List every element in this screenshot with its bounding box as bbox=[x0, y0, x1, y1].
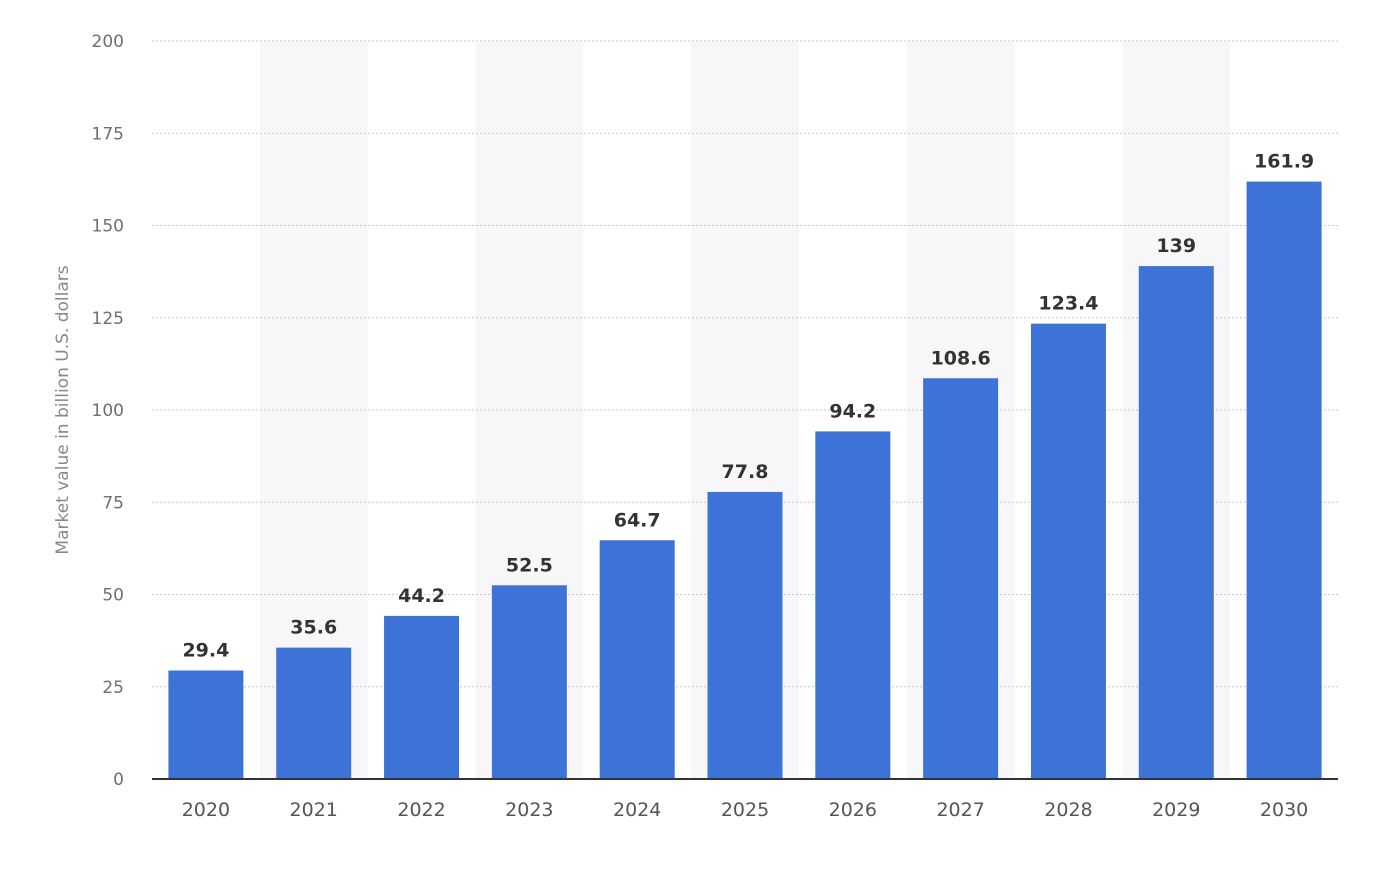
x-axis-ticks: 2020 2021 2022 2023 2024 2025 2026 2027 2028 2029… bbox=[182, 799, 1309, 821]
data-labels: 29.4 35.6 44.2 52.5 64.7 77.8 94.2 108.6 123.4 13… bbox=[182, 151, 1314, 662]
data-label: 108.6 bbox=[931, 347, 991, 369]
x-tick-label: 2026 bbox=[829, 799, 877, 821]
data-label: 77.8 bbox=[722, 461, 769, 483]
data-label: 64.7 bbox=[614, 509, 661, 531]
y-tick-label: 200 bbox=[92, 32, 124, 52]
data-label: 161.9 bbox=[1254, 151, 1314, 173]
bar[interactable] bbox=[1030, 323, 1106, 779]
bar[interactable] bbox=[168, 670, 244, 779]
x-tick-label: 2027 bbox=[936, 799, 984, 821]
bar[interactable] bbox=[1138, 266, 1214, 780]
data-label: 52.5 bbox=[506, 554, 553, 576]
bars bbox=[168, 181, 1322, 780]
x-tick-label: 2030 bbox=[1260, 799, 1308, 821]
x-tick-label: 2025 bbox=[721, 799, 769, 821]
x-tick-label: 2024 bbox=[613, 799, 661, 821]
y-tick-label: 175 bbox=[92, 124, 124, 144]
bar[interactable] bbox=[707, 491, 783, 779]
data-label: 29.4 bbox=[182, 640, 229, 662]
y-axis-title: Market value in billion U.S. dollars bbox=[53, 265, 73, 554]
y-tick-label: 100 bbox=[92, 401, 124, 421]
y-tick-label: 75 bbox=[102, 493, 124, 513]
bar[interactable] bbox=[815, 431, 891, 779]
bar[interactable] bbox=[1246, 181, 1322, 780]
bar[interactable] bbox=[491, 585, 567, 779]
y-axis-ticks: 0 25 50 75 100 125 150 175 200 bbox=[92, 32, 124, 790]
x-tick-label: 2028 bbox=[1044, 799, 1092, 821]
data-label: 44.2 bbox=[398, 585, 445, 607]
y-tick-label: 0 bbox=[113, 770, 124, 790]
bar[interactable] bbox=[599, 540, 675, 779]
data-label: 123.4 bbox=[1038, 293, 1098, 315]
data-label: 94.2 bbox=[829, 400, 876, 422]
x-tick-label: 2022 bbox=[397, 799, 445, 821]
bar[interactable] bbox=[276, 647, 352, 779]
y-tick-label: 50 bbox=[102, 586, 124, 606]
x-tick-label: 2021 bbox=[290, 799, 338, 821]
y-tick-label: 150 bbox=[92, 217, 124, 237]
y-tick-label: 125 bbox=[92, 309, 124, 329]
y-tick-label: 25 bbox=[102, 678, 124, 698]
bar[interactable] bbox=[923, 378, 999, 779]
bar[interactable] bbox=[384, 615, 460, 779]
x-tick-label: 2029 bbox=[1152, 799, 1200, 821]
x-tick-label: 2023 bbox=[505, 799, 553, 821]
x-tick-label: 2020 bbox=[182, 799, 230, 821]
data-label: 35.6 bbox=[290, 617, 337, 639]
data-label: 139 bbox=[1156, 235, 1196, 257]
